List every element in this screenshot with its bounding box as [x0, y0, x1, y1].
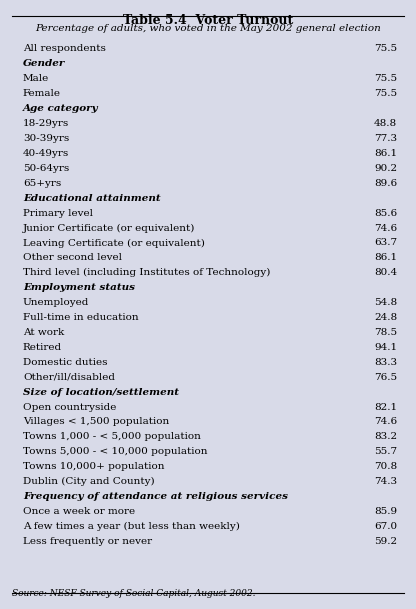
- Text: 40-49yrs: 40-49yrs: [23, 149, 69, 158]
- Text: Once a week or more: Once a week or more: [23, 507, 135, 516]
- Text: 50-64yrs: 50-64yrs: [23, 164, 69, 173]
- Text: 70.8: 70.8: [374, 462, 397, 471]
- Text: 90.2: 90.2: [374, 164, 397, 173]
- Text: Towns 10,000+ population: Towns 10,000+ population: [23, 462, 164, 471]
- Text: Towns 5,000 - < 10,000 population: Towns 5,000 - < 10,000 population: [23, 447, 208, 456]
- Text: 76.5: 76.5: [374, 373, 397, 382]
- Text: Frequency of attendance at religious services: Frequency of attendance at religious ser…: [23, 492, 288, 501]
- Text: Junior Certificate (or equivalent): Junior Certificate (or equivalent): [23, 224, 195, 233]
- Text: 85.6: 85.6: [374, 208, 397, 217]
- Text: Dublin (City and County): Dublin (City and County): [23, 477, 154, 486]
- Text: At work: At work: [23, 328, 64, 337]
- Text: Villages < 1,500 population: Villages < 1,500 population: [23, 417, 169, 426]
- Text: 80.4: 80.4: [374, 268, 397, 277]
- Text: 74.6: 74.6: [374, 417, 397, 426]
- Text: 75.5: 75.5: [374, 44, 397, 54]
- Text: Male: Male: [23, 74, 49, 83]
- Text: 54.8: 54.8: [374, 298, 397, 307]
- Text: 86.1: 86.1: [374, 253, 397, 262]
- Text: 75.5: 75.5: [374, 74, 397, 83]
- Text: Gender: Gender: [23, 59, 65, 68]
- Text: 74.3: 74.3: [374, 477, 397, 486]
- Text: Third level (including Institutes of Technology): Third level (including Institutes of Tec…: [23, 268, 270, 277]
- Text: Less frequently or never: Less frequently or never: [23, 537, 152, 546]
- Text: Size of location/settlement: Size of location/settlement: [23, 387, 179, 396]
- Text: Open countryside: Open countryside: [23, 403, 116, 412]
- Text: 59.2: 59.2: [374, 537, 397, 546]
- Text: Female: Female: [23, 89, 61, 98]
- Text: Source: NESF Survey of Social Capital, August 2002.: Source: NESF Survey of Social Capital, A…: [12, 589, 256, 598]
- Text: 48.8: 48.8: [374, 119, 397, 128]
- Text: Domestic duties: Domestic duties: [23, 357, 107, 367]
- Text: 89.6: 89.6: [374, 178, 397, 188]
- Text: Table 5.4  Voter Turnout: Table 5.4 Voter Turnout: [123, 14, 293, 27]
- Text: 86.1: 86.1: [374, 149, 397, 158]
- Text: Age category: Age category: [23, 104, 99, 113]
- Text: 94.1: 94.1: [374, 343, 397, 352]
- Text: 82.1: 82.1: [374, 403, 397, 412]
- Text: Educational attainment: Educational attainment: [23, 194, 161, 203]
- Text: All respondents: All respondents: [23, 44, 106, 54]
- Text: Other/ill/disabled: Other/ill/disabled: [23, 373, 115, 382]
- Text: Percentage of adults, who voted in the May 2002 general election: Percentage of adults, who voted in the M…: [35, 24, 381, 33]
- Text: Unemployed: Unemployed: [23, 298, 89, 307]
- Text: 78.5: 78.5: [374, 328, 397, 337]
- Text: 77.3: 77.3: [374, 134, 397, 143]
- Text: 75.5: 75.5: [374, 89, 397, 98]
- Text: 67.0: 67.0: [374, 522, 397, 531]
- Text: 74.6: 74.6: [374, 224, 397, 233]
- Text: 18-29yrs: 18-29yrs: [23, 119, 69, 128]
- Text: Leaving Certificate (or equivalent): Leaving Certificate (or equivalent): [23, 238, 205, 247]
- Text: 55.7: 55.7: [374, 447, 397, 456]
- Text: Towns 1,000 - < 5,000 population: Towns 1,000 - < 5,000 population: [23, 432, 201, 442]
- Text: Full-time in education: Full-time in education: [23, 313, 139, 322]
- Text: 83.2: 83.2: [374, 432, 397, 442]
- Text: 65+yrs: 65+yrs: [23, 178, 61, 188]
- Text: 85.9: 85.9: [374, 507, 397, 516]
- Text: Primary level: Primary level: [23, 208, 93, 217]
- Text: 24.8: 24.8: [374, 313, 397, 322]
- Text: Retired: Retired: [23, 343, 62, 352]
- Text: Employment status: Employment status: [23, 283, 135, 292]
- Text: 30-39yrs: 30-39yrs: [23, 134, 69, 143]
- Text: Other second level: Other second level: [23, 253, 122, 262]
- Text: A few times a year (but less than weekly): A few times a year (but less than weekly…: [23, 522, 240, 531]
- Text: 63.7: 63.7: [374, 238, 397, 247]
- Text: 83.3: 83.3: [374, 357, 397, 367]
